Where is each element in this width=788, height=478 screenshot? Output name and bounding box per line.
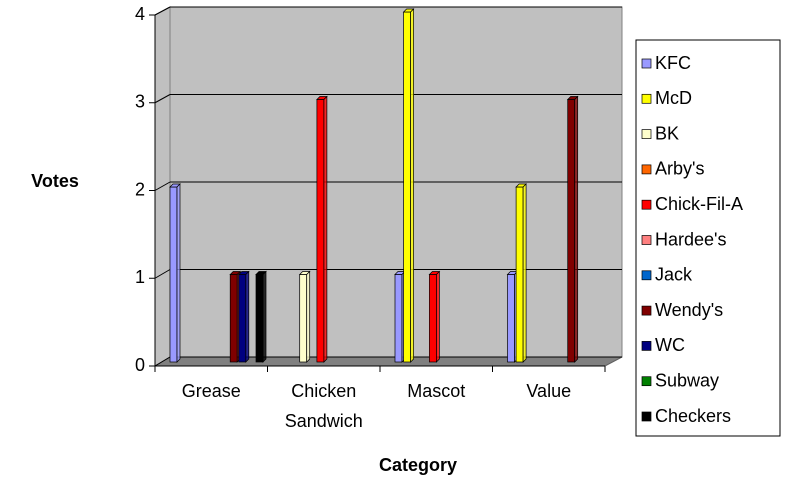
grid-line	[154, 269, 171, 279]
x-tick-label: Mascot	[407, 381, 465, 401]
legend-swatch	[641, 164, 652, 175]
grid-line	[154, 181, 171, 191]
bar	[428, 270, 441, 363]
legend-label: Wendy's	[655, 300, 723, 320]
bar	[298, 270, 311, 363]
grid-line	[154, 356, 171, 367]
legend-swatch	[641, 305, 652, 316]
bar	[169, 183, 181, 363]
legend-swatch	[641, 199, 652, 210]
grid-line	[154, 94, 171, 104]
grid-line	[154, 6, 171, 16]
legend-label: Hardee's	[655, 229, 726, 249]
legend-swatch	[641, 58, 652, 69]
bar	[566, 95, 579, 363]
bar-face	[403, 11, 411, 363]
bar-face	[429, 274, 437, 363]
bar-face	[229, 274, 238, 363]
legend-swatch	[641, 235, 652, 245]
legend-label: Jack	[655, 265, 693, 285]
bar-face	[245, 270, 250, 363]
bar-face	[574, 95, 579, 363]
legend-label: McD	[655, 88, 692, 108]
legend	[635, 39, 781, 437]
bar-face	[522, 183, 527, 363]
y-tick-label: 2	[135, 179, 145, 199]
bar-face	[436, 270, 440, 363]
bar-face	[176, 183, 181, 363]
bar-face	[316, 99, 325, 363]
legend-label: BK	[655, 123, 679, 143]
bar	[402, 8, 415, 363]
bar	[515, 183, 527, 363]
bar-face	[410, 8, 414, 363]
bar-face	[255, 274, 264, 363]
bar-face	[515, 186, 524, 363]
bar-face	[507, 274, 515, 363]
bar-face	[306, 270, 311, 363]
legend-label: WC	[655, 335, 685, 355]
bar-face	[169, 186, 178, 363]
legend-swatch	[641, 341, 652, 351]
bar-face	[567, 99, 576, 363]
bar-face	[394, 274, 403, 363]
legend-label: Arby's	[655, 159, 704, 179]
legend-swatch	[641, 376, 652, 387]
legend-swatch	[641, 411, 652, 422]
bar-face	[299, 274, 308, 363]
legend-swatch	[641, 93, 652, 104]
legend-label: KFC	[655, 53, 691, 73]
x-tick-label: Value	[526, 381, 571, 401]
legend-swatch	[641, 270, 652, 281]
floor	[153, 356, 623, 367]
bar-face	[323, 95, 328, 363]
y-tick-label: 4	[135, 4, 145, 24]
legend-swatch	[641, 129, 652, 139]
bar	[255, 270, 267, 363]
x-axis-title: Category	[379, 455, 457, 475]
legend-label: Subway	[655, 370, 719, 390]
y-tick-label: 0	[135, 355, 145, 375]
bar	[316, 95, 328, 363]
x-tick-label: Grease	[182, 381, 241, 401]
y-tick-label: 1	[135, 267, 145, 287]
y-tick-label: 3	[135, 92, 145, 112]
x-tick-label: Chicken Sandwich	[285, 381, 363, 431]
legend-label: Chick-Fil-A	[655, 194, 743, 214]
bar-face	[238, 274, 247, 363]
bar	[237, 270, 250, 363]
bar-face	[262, 270, 267, 363]
y-axis-title: Votes	[31, 171, 79, 191]
legend-label: Checkers	[655, 406, 731, 426]
